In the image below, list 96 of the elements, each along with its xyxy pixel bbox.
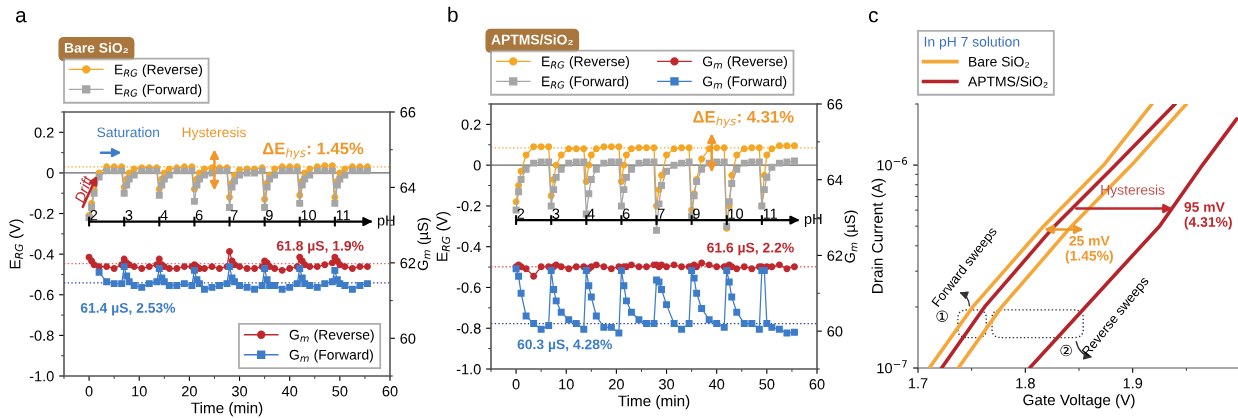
y2-tick-label: 62 (400, 257, 416, 269)
x-tick-label: 20 (609, 379, 624, 390)
y-axis-title: E$_{RG}$ (V) (9, 219, 24, 269)
annotation: Hysteresis (182, 127, 246, 140)
x-tick-label: 0 (512, 379, 520, 390)
annotation: 11 (336, 210, 350, 221)
annotation: 2 (517, 208, 525, 219)
annotation: 3 (552, 208, 560, 219)
annotation: 61.8 µS, 1.9% (276, 240, 364, 254)
annotation: 4 (160, 210, 168, 221)
legend-title: In pH 7 solution (924, 36, 1020, 50)
x-axis-title: Time (min) (618, 395, 690, 410)
y-tick-label: -0.2 (29, 208, 54, 219)
y2-axis-title: G$_{m}$ (µS) (417, 218, 431, 271)
annotation: 95 mV (4.31%) (1184, 202, 1232, 230)
y2-tick-label: 64 (827, 174, 843, 186)
chart-title: Bare SiO₂ (64, 42, 129, 54)
legend-label: Bare SiO₂ (969, 56, 1030, 68)
x-tick-label: 10 (559, 379, 574, 390)
legend-label: G$_{m}$ (Forward) (289, 349, 373, 363)
annotation: 10 (728, 208, 744, 219)
annotation: 3 (125, 210, 133, 221)
y-tick-label: -1.0 (29, 371, 54, 382)
annotation: 9 (265, 210, 273, 221)
y-tick-label: -0.4 (456, 241, 481, 253)
annotation: 10 (301, 210, 317, 221)
ref-line-label: pH (804, 213, 822, 227)
y-tick-label: -0.6 (456, 282, 481, 293)
y-tick-label: -0.8 (456, 323, 481, 334)
y2-tick-label: 62 (827, 250, 843, 261)
y-tick-label: -0.2 (456, 201, 481, 212)
y-tick-label: -0.8 (29, 330, 54, 341)
y-tick-label: 10$^{−7}$ (877, 360, 907, 374)
ref-line-label: pH (377, 215, 395, 229)
annotation: 25 mV (1.45%) (1065, 235, 1113, 264)
x-axis-title: Time (min) (191, 402, 263, 417)
x-tick-label: 40 (708, 379, 725, 390)
y2-tick-label: 64 (400, 182, 416, 193)
annotation: 4 (587, 208, 595, 219)
annotation: 9 (692, 208, 700, 219)
legend-label: E$_{RG}$ (Forward) (542, 76, 629, 90)
legend-label: E$_{RG}$ (Reverse) (115, 64, 203, 78)
x-tick-label: 30 (231, 386, 248, 397)
y-tick-label: -0.6 (29, 289, 54, 301)
x-tick-label: 1.7 (908, 378, 928, 389)
annotation: 7 (657, 208, 665, 219)
y-tick-label: -1.0 (456, 364, 481, 375)
y-tick-label: 0 (46, 168, 54, 179)
legend-label: G$_{m}$ (Forward) (702, 76, 787, 90)
legend-label: G$_{m}$ (Reverse) (289, 329, 374, 343)
text: a (15, 11, 27, 23)
annotation: ② (1060, 344, 1072, 357)
y-axis-title: E$_{RG}$ (V) (436, 211, 451, 261)
y2-tick-label: 66 (400, 107, 416, 118)
legend-label: E$_{RG}$ (Reverse) (542, 56, 630, 70)
annotation: Drift (73, 174, 94, 204)
x-tick-label: 40 (281, 386, 298, 397)
legend-label: E$_{RG}$ (Forward) (115, 84, 202, 98)
y2-tick-label: 60 (400, 333, 416, 344)
y-tick-label: 0.2 (34, 127, 54, 138)
annotation: ΔE$_{hys}$: 1.45% (262, 142, 364, 160)
annotation: 61.6 µS, 2.2% (707, 242, 794, 256)
text: b (448, 6, 458, 23)
x-axis-title: Gate Voltage (V) (1023, 394, 1135, 409)
y2-tick-label: 60 (827, 326, 843, 337)
x-tick-label: 10 (132, 386, 147, 397)
x-tick-label: 1.9 (1123, 378, 1143, 389)
annotation: 7 (230, 210, 238, 221)
annotation: ① (936, 310, 948, 322)
y-tick-label: 0 (473, 160, 481, 171)
legend-label: G$_{m}$ (Reverse) (702, 56, 787, 70)
annotation: 60.3 µS, 4.28% (517, 339, 612, 353)
chart-title: APTMS/SiO₂ (491, 34, 573, 45)
x-tick-label: 20 (182, 386, 197, 397)
annotation: 6 (622, 208, 630, 219)
x-tick-label: 60 (809, 379, 825, 390)
x-tick-label: 50 (759, 379, 775, 390)
annotation: 2 (90, 210, 98, 221)
annotation: 11 (763, 208, 777, 219)
x-tick-label: 60 (382, 386, 398, 397)
annotation: ΔE$_{hys}$: 4.31% (693, 110, 794, 128)
y2-axis-title: G$_{m}$ (µS) (844, 210, 858, 263)
y-axis-title: Drain Current (A) (871, 178, 886, 293)
x-tick-label: 0 (85, 386, 93, 397)
x-tick-label: 50 (332, 386, 348, 397)
annotation: Saturation (97, 127, 160, 138)
y2-tick-label: 66 (827, 99, 843, 110)
annotation: 61.4 µS, 2.53% (80, 302, 176, 316)
x-tick-label: 30 (658, 379, 675, 390)
y-tick-label: -0.4 (29, 249, 54, 260)
annotation: 6 (195, 210, 203, 221)
text: c (868, 10, 878, 23)
x-tick-label: 1.8 (1016, 378, 1035, 389)
y-tick-label: 0.2 (461, 119, 481, 130)
y-tick-label: 10$^{−6}$ (877, 157, 908, 171)
legend-label: APTMS/SiO₂ (968, 76, 1048, 88)
